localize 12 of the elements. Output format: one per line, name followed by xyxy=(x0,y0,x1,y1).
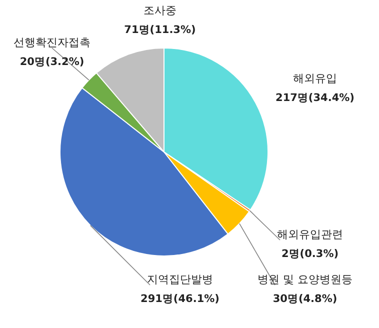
data-label: 71명(11.3%) xyxy=(124,24,196,36)
slice-label: 병원 및 요양병원등 xyxy=(258,273,352,286)
slice-label: 조사중 xyxy=(144,4,176,17)
slice-label: 해외유입 xyxy=(293,72,337,85)
slice-label: 해외유입관련 xyxy=(277,228,343,241)
slice-label: 선행확진자접촉 xyxy=(14,36,90,49)
data-label: 291명(46.1%) xyxy=(140,293,220,305)
data-label: 20명(3.2%) xyxy=(20,56,84,68)
data-label: 2명(0.3%) xyxy=(281,248,339,260)
data-label: 217명(34.4%) xyxy=(276,92,354,104)
data-label: 30명(4.8%) xyxy=(272,293,338,305)
slice-label: 지역집단발병 xyxy=(147,273,213,286)
